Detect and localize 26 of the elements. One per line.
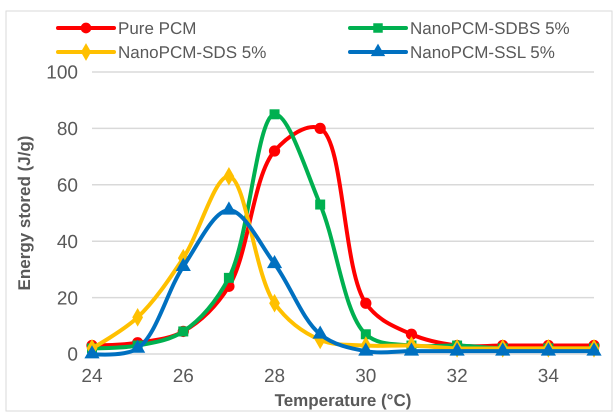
point [360, 329, 371, 340]
x-tick-label: 32 [446, 366, 468, 387]
y-tick-label: 40 [56, 232, 78, 253]
legend-label: Pure PCM [118, 18, 196, 38]
x-axis-title: Temperature (°C) [274, 391, 412, 410]
x-tick-label: 30 [355, 366, 376, 387]
point [268, 145, 280, 157]
point [315, 200, 326, 210]
x-tick-label: 28 [264, 366, 286, 387]
point [314, 122, 326, 134]
x-tick-label: 24 [81, 366, 103, 387]
legend-label: NanoPCM-SDBS 5% [410, 18, 570, 38]
legend-label: NanoPCM-SSL 5% [410, 42, 555, 62]
y-tick-label: 100 [46, 62, 78, 84]
x-tick-label: 26 [172, 366, 194, 387]
point [360, 298, 372, 309]
point [224, 272, 234, 283]
x-tick-label: 34 [538, 366, 560, 387]
y-tick-label: 80 [56, 119, 78, 140]
point [406, 328, 418, 340]
y-axis-title: Energy stored (J/g) [15, 136, 34, 290]
y-tick-label: 0 [67, 344, 78, 366]
point [270, 109, 280, 120]
y-tick-label: 60 [56, 175, 78, 196]
legend-label: NanoPCM-SDS 5% [118, 42, 266, 62]
y-tick-label: 20 [56, 288, 78, 310]
